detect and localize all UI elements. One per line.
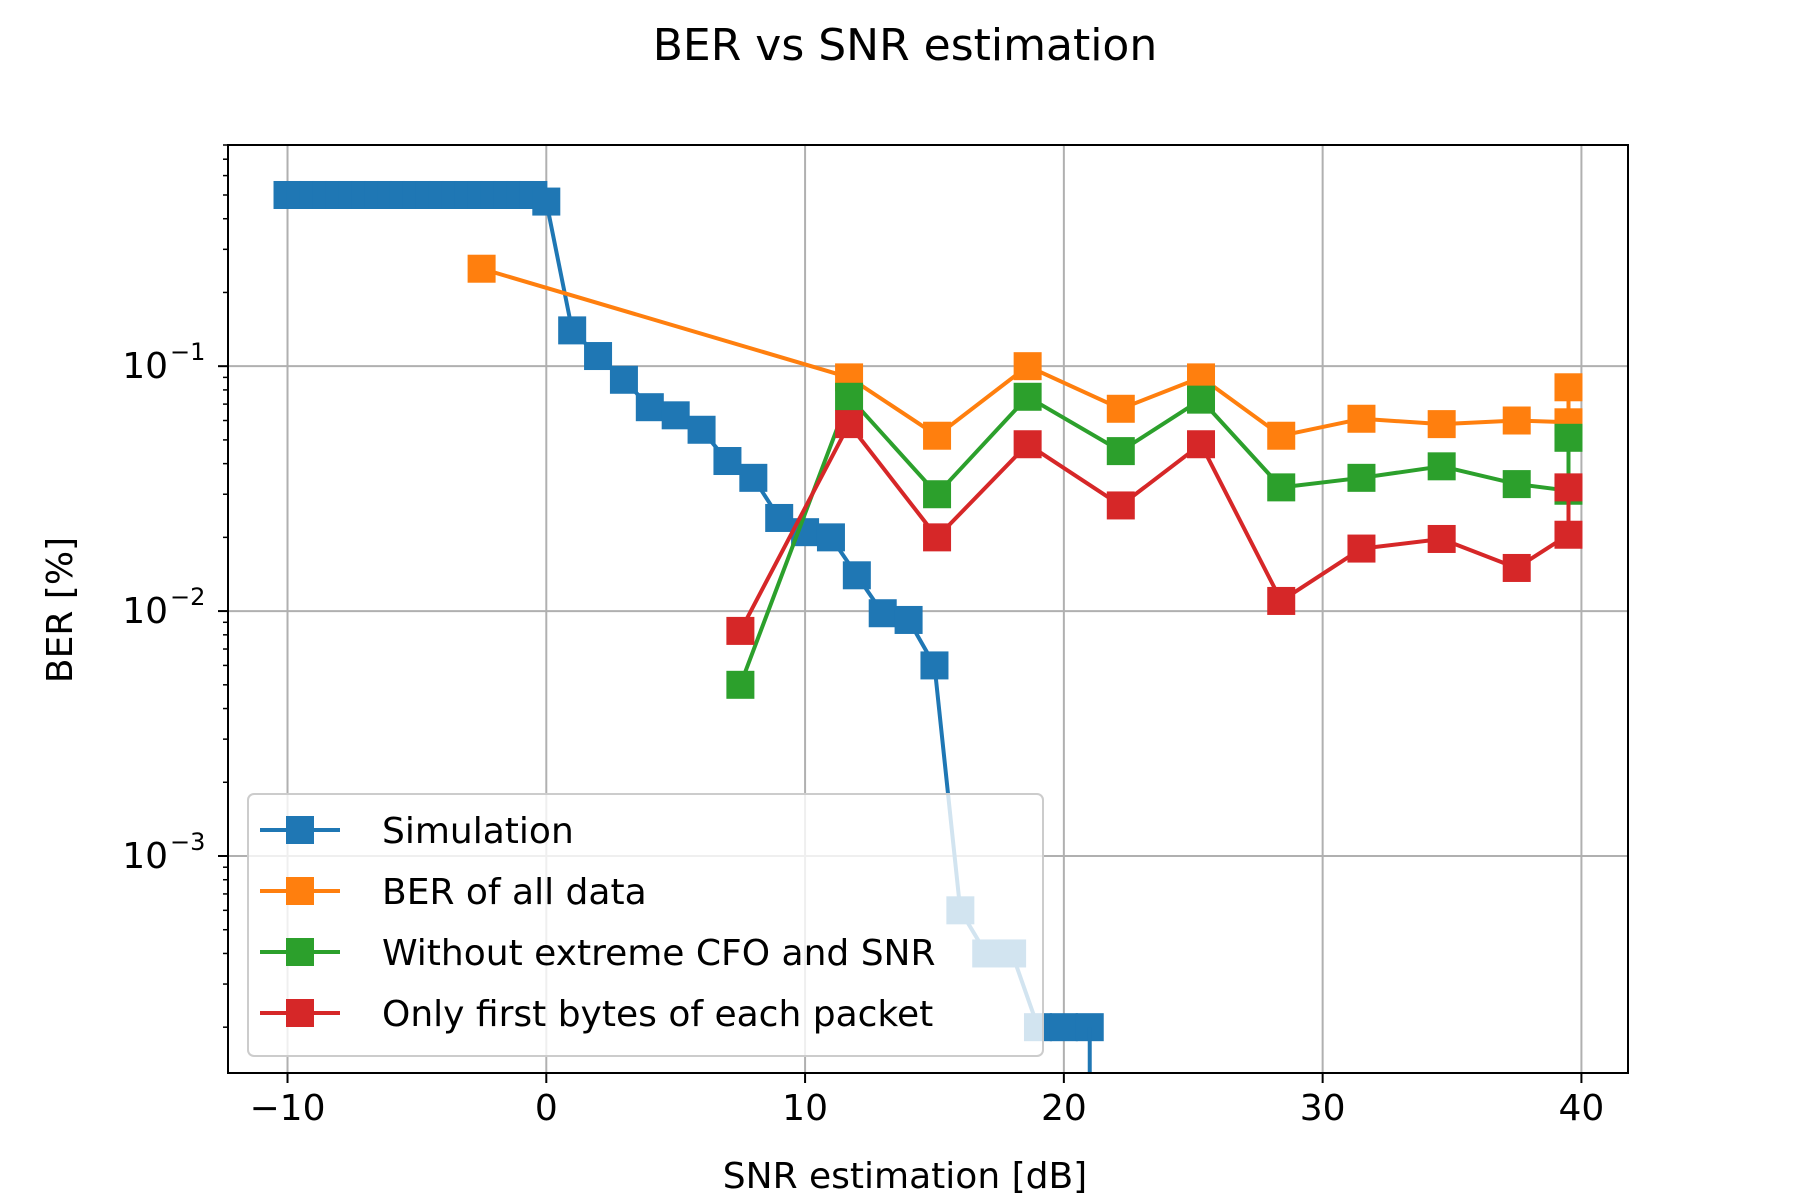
data-point — [1554, 423, 1583, 452]
y-tick-exponent: −2 — [170, 583, 205, 611]
data-point — [661, 401, 690, 430]
data-point — [1554, 520, 1583, 549]
data-point — [894, 605, 923, 634]
data-point — [1106, 394, 1135, 423]
legend-swatch-marker — [286, 938, 314, 966]
data-point — [923, 421, 952, 450]
data-point — [584, 342, 613, 371]
data-point — [1049, 1013, 1078, 1042]
data-point — [1106, 491, 1135, 520]
data-point — [1013, 382, 1042, 411]
series-group — [467, 254, 1583, 450]
y-tick-exponent: −3 — [170, 828, 205, 856]
x-tick-label: 10 — [782, 1088, 828, 1129]
data-point — [1187, 385, 1216, 414]
legend-box — [247, 793, 1044, 1057]
legend-entry: Only first bytes of each packet — [260, 994, 933, 1035]
legend-label: Simulation — [382, 811, 574, 852]
data-point — [1347, 404, 1376, 433]
data-point — [816, 523, 845, 552]
legend: Simulation BER of all data Without extreme… — [247, 793, 1044, 1057]
data-point — [726, 616, 755, 645]
y-axis-label: BER [%] — [40, 537, 81, 683]
data-point — [1347, 463, 1376, 492]
data-point — [835, 382, 864, 411]
data-point — [1554, 473, 1583, 502]
x-tick-label: 20 — [1041, 1088, 1087, 1129]
data-point — [726, 670, 755, 699]
data-point — [532, 187, 561, 216]
x-tick-label: 40 — [1559, 1088, 1605, 1129]
legend-swatch-marker — [286, 877, 314, 905]
y-tick-label: 10 — [122, 836, 168, 877]
data-point — [1427, 410, 1456, 439]
data-point — [1267, 473, 1296, 502]
data-point — [1427, 524, 1456, 553]
legend-label: Without extreme CFO and SNR — [382, 933, 935, 974]
legend-entry: Simulation — [260, 811, 574, 852]
data-point — [1187, 430, 1216, 459]
data-point — [687, 415, 716, 444]
data-point — [920, 651, 949, 680]
data-point — [868, 599, 897, 628]
data-point — [1347, 534, 1376, 563]
data-point — [842, 561, 871, 590]
data-point — [558, 316, 587, 345]
y-tick-exponent: −1 — [170, 338, 205, 366]
x-tick-label: 0 — [535, 1088, 558, 1129]
y-tick-label: 10 — [122, 591, 168, 632]
y-tick-label: 10 — [122, 346, 168, 387]
data-point — [923, 480, 952, 509]
legend-swatch-marker — [286, 999, 314, 1027]
data-point — [1554, 373, 1583, 402]
data-point — [1427, 452, 1456, 481]
x-axis-label: SNR estimation [dB] — [723, 1156, 1087, 1197]
x-tick-label: −10 — [250, 1088, 326, 1129]
data-point — [467, 254, 496, 283]
data-point — [835, 410, 864, 439]
data-point — [1267, 586, 1296, 615]
data-point — [713, 447, 742, 476]
data-point — [1013, 430, 1042, 459]
data-point — [765, 503, 794, 532]
chart-title: BER vs SNR estimation — [653, 20, 1157, 71]
axes-frame — [227, 144, 1629, 1074]
legend-swatch-marker — [286, 816, 314, 844]
data-point — [1106, 437, 1135, 466]
data-point — [1502, 470, 1531, 499]
legend-entry: Without extreme CFO and SNR — [260, 933, 935, 974]
legend-label: Only first bytes of each packet — [382, 994, 933, 1035]
series-group — [726, 410, 1583, 645]
data-point — [635, 393, 664, 422]
data-point — [1502, 553, 1531, 582]
data-point — [1013, 352, 1042, 381]
data-point — [923, 523, 952, 552]
x-tick-label: 30 — [1300, 1088, 1346, 1129]
data-point — [1502, 406, 1531, 435]
data-point — [1267, 421, 1296, 450]
data-point — [609, 365, 638, 394]
data-point — [739, 463, 768, 492]
legend-entry: BER of all data — [260, 872, 647, 913]
legend-label: BER of all data — [382, 872, 647, 913]
